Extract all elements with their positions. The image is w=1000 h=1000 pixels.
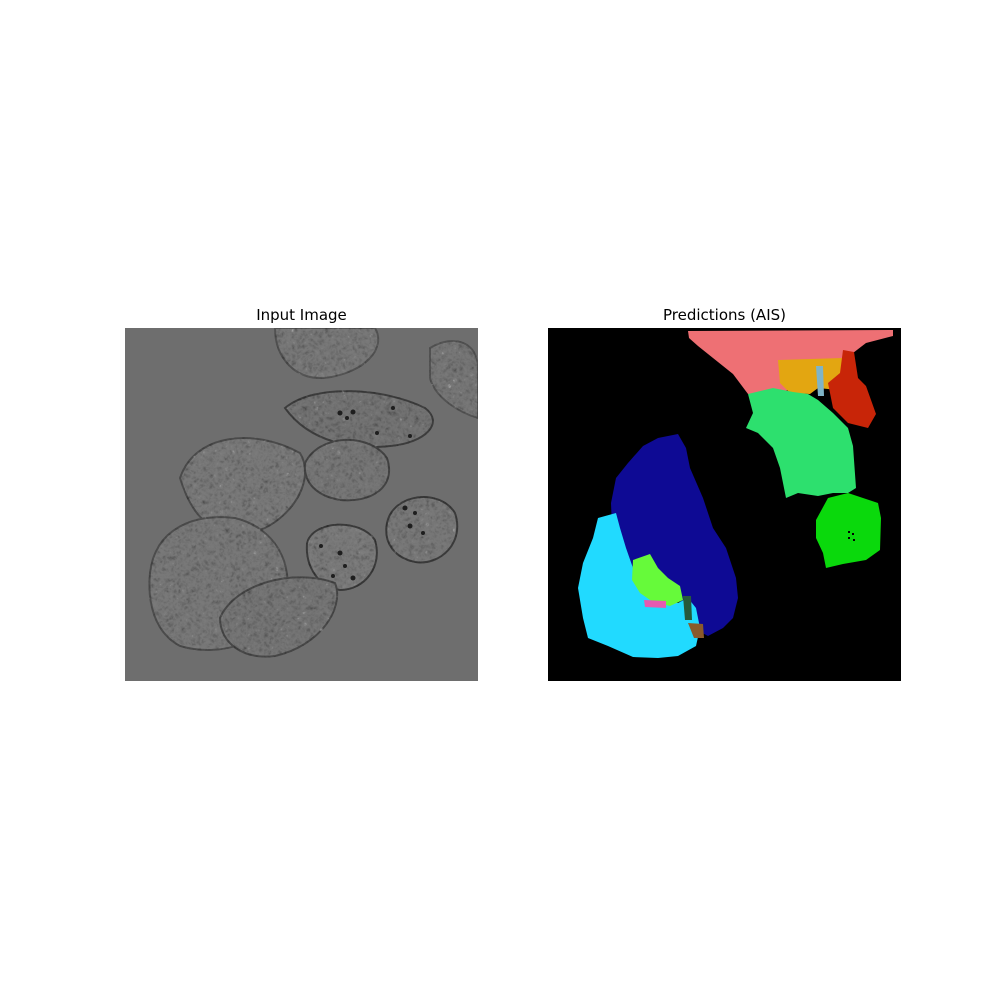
segment-3: [828, 350, 876, 428]
granules: [319, 406, 425, 581]
segment-11: [683, 596, 692, 620]
cell: [303, 438, 390, 502]
segment-9: [632, 554, 683, 606]
prediction-mask-canvas: [548, 328, 901, 681]
segment-12: [688, 623, 704, 638]
cell: [218, 576, 339, 658]
cell: [429, 339, 478, 420]
segment-7: [611, 434, 738, 636]
input-image: [125, 328, 478, 681]
segment-6: [816, 493, 881, 568]
prediction-mask: [548, 328, 901, 681]
segment-4: [816, 366, 824, 396]
cell: [385, 496, 459, 564]
input-image-canvas: [125, 328, 478, 681]
cells: [148, 328, 478, 658]
cell: [273, 328, 380, 380]
segment-10: [644, 600, 666, 608]
cell: [305, 523, 378, 592]
predictions-title: Predictions (AIS): [662, 306, 786, 324]
segment-5: [746, 388, 856, 498]
mask-holes: [848, 531, 855, 541]
input-image-title: Input Image: [256, 306, 347, 324]
